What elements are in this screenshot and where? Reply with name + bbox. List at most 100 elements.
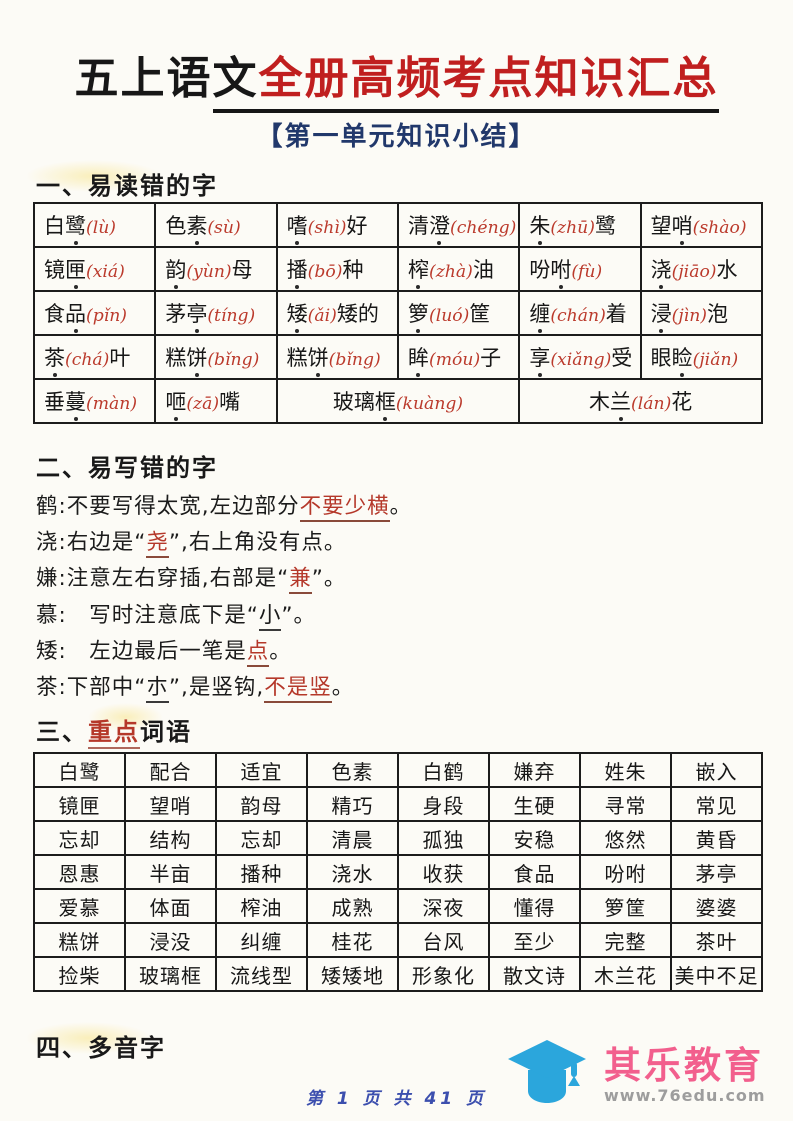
table-cell: 色素 (306, 752, 399, 788)
table-cell: 清晨 (306, 820, 399, 856)
table-cell: 完整 (579, 922, 672, 958)
table-cell: 至少 (488, 922, 581, 958)
table-cell: 色素(sù) (154, 202, 278, 248)
table-row: 镜匣 望哨 韵母 精巧 身段 生硬 寻常 常见 (33, 786, 763, 822)
table-cell: 望哨 (124, 786, 217, 822)
table-row: 忘却 结构 忘却 清晨 孤独 安稳 悠然 黄昏 (33, 820, 763, 856)
misread-characters-table: 白鹭(lù) 色素(sù) 嗜(shì)好 清澄(chéng) 朱(zhū)鹭 望哨(sh… (32, 202, 764, 424)
section-heading-polyphones: 四、多音字 (36, 1034, 166, 1062)
table-cell: 咂(zā)嘴 (154, 378, 278, 424)
table-cell: 收获 (397, 854, 490, 890)
table-cell: 成熟 (306, 888, 399, 924)
note-line: 鹤:不要写得太宽,左边部分不要少横。 (36, 489, 736, 525)
note-text: ”,是竖钩, (168, 675, 265, 701)
brand-logo: 其乐教育 www.76edu.com (506, 1038, 766, 1114)
note-text: 浇:右边是“ (36, 530, 147, 556)
table-row: 糕饼 浸没 纠缠 桂花 台风 至少 完整 茶叶 (33, 922, 763, 958)
note-emphasis: 尧 (146, 530, 169, 559)
table-cell: 桂花 (306, 922, 399, 958)
table-cell: 嵌入 (670, 752, 763, 788)
table-cell: 体面 (124, 888, 217, 924)
table-cell: 韵母 (215, 786, 308, 822)
note-text: 茶:下部中“ (36, 675, 147, 701)
table-cell: 寻常 (579, 786, 672, 822)
page-title: 五上语文全册高频考点知识汇总 (0, 42, 793, 113)
table-cell: 浇水 (306, 854, 399, 890)
table-cell: 享(xiǎng)受 (518, 334, 642, 380)
table-cell: 玻璃框(kuàng) (275, 378, 521, 424)
table-cell: 忘却 (215, 820, 308, 856)
note-emphasis: 不是竖 (264, 675, 332, 704)
table-cell: 配合 (124, 752, 217, 788)
table-cell: 适宜 (215, 752, 308, 788)
table-cell: 散文诗 (488, 956, 581, 992)
table-cell: 朱(zhū)鹭 (518, 202, 642, 248)
table-cell: 榨(zhà)油 (396, 246, 521, 292)
table-cell: 矮矮地 (306, 956, 399, 992)
table-cell: 恩惠 (33, 854, 126, 890)
note-emphasis: 兼 (289, 566, 312, 595)
table-cell: 糕饼(bǐng) (154, 334, 278, 380)
table-cell: 垂蔓(màn) (32, 378, 157, 424)
table-cell: 榨油 (215, 888, 308, 924)
table-cell: 安稳 (488, 820, 581, 856)
table-cell: 眸(móu)子 (396, 334, 521, 380)
unit-subtitle: 【第一单元知识小结】 (256, 122, 537, 152)
table-cell: 形象化 (397, 956, 490, 992)
brand-url: www.76edu.com (604, 1086, 766, 1105)
table-cell: 木兰花 (579, 956, 672, 992)
note-text: ”,右上角没有点。 (168, 530, 347, 556)
table-cell: 精巧 (306, 786, 399, 822)
table-cell: 深夜 (397, 888, 490, 924)
brand-text-block: 其乐教育 www.76edu.com (604, 1046, 766, 1106)
note-line: 慕: 写时注意底下是“小”。 (36, 598, 736, 634)
table-cell: 流线型 (215, 956, 308, 992)
table-cell: 浇(jiāo)水 (639, 246, 764, 292)
table-cell: 台风 (397, 922, 490, 958)
table-cell: 吩咐(fù) (518, 246, 642, 292)
table-cell: 茶叶 (670, 922, 763, 958)
note-text: ”。 (311, 566, 347, 592)
note-text: 。 (331, 675, 355, 701)
table-cell: 茅亭(tíng) (154, 290, 278, 336)
note-line: 浇:右边是“尧”,右上角没有点。 (36, 525, 736, 561)
note-line: 嫌:注意左右穿插,右部是“兼”。 (36, 561, 736, 597)
table-row: 食品(pǐn) 茅亭(tíng) 矮(ǎi)矮的 箩(luó)筐 缠(chán)着 浸(j… (32, 290, 764, 336)
table-cell: 嫌弃 (488, 752, 581, 788)
table-cell: 播(bō)种 (275, 246, 399, 292)
table-cell: 捡柴 (33, 956, 126, 992)
table-cell: 姓朱 (579, 752, 672, 788)
title-prefix: 五上语 (74, 53, 213, 104)
table-cell: 玻璃框 (124, 956, 217, 992)
table-cell: 生硬 (488, 786, 581, 822)
miswritten-characters-notes: 鹤:不要写得太宽,左边部分不要少横。 浇:右边是“尧”,右上角没有点。 嫌:注意左右… (36, 489, 736, 706)
table-cell: 白鹤 (397, 752, 490, 788)
table-cell: 缠(chán)着 (518, 290, 642, 336)
table-row: 茶(chá)叶 糕饼(bǐng) 糕饼(bǐng) 眸(móu)子 享(xiǎng)受眼… (32, 334, 764, 380)
key-words-table: 白鹭 配合 适宜 色素 白鹤 嫌弃 姓朱 嵌入 镜匣 望哨 韵母 精巧 身段 生硬 寻常 常见 忘却 结构 忘却 清晨… (33, 752, 763, 992)
table-cell: 矮(ǎi)矮的 (275, 290, 399, 336)
note-emphasis: 小 (258, 602, 282, 631)
note-text: 嫌:注意左右穿插,右部是“ (36, 566, 290, 592)
note-text: 慕: 写时注意底下是“ (36, 602, 259, 628)
table-cell: 白鹭(lù) (32, 202, 157, 248)
table-cell: 懂得 (488, 888, 581, 924)
table-cell: 望哨(shào) (639, 202, 764, 248)
table-row: 恩惠 半亩 播种 浇水 收获 食品 吩咐 茅亭 (33, 854, 763, 890)
note-line: 茶:下部中“朩”,是竖钩,不是竖。 (36, 670, 736, 706)
table-cell: 嗜(shì)好 (275, 202, 399, 248)
table-cell: 箩筐 (579, 888, 672, 924)
title-highlight: 全册高频考点知识汇总 (258, 53, 719, 104)
note-emphasis: 朩 (146, 675, 169, 704)
section-heading-miswritten-chars: 二、易写错的字 (36, 454, 218, 482)
table-cell: 忘却 (33, 820, 126, 856)
table-cell: 爱慕 (33, 888, 126, 924)
table-cell: 结构 (124, 820, 217, 856)
table-cell: 镜匣(xiá) (32, 246, 157, 292)
section3-emphasis: 重点 (88, 718, 140, 749)
table-cell: 茶(chá)叶 (32, 334, 157, 380)
table-row: 白鹭(lù) 色素(sù) 嗜(shì)好 清澄(chéng) 朱(zhū)鹭 望哨(sh… (32, 202, 764, 248)
note-line: 矮: 左边最后一笔是点。 (36, 634, 736, 670)
section-heading-key-words: 三、重点词语 (36, 712, 192, 749)
